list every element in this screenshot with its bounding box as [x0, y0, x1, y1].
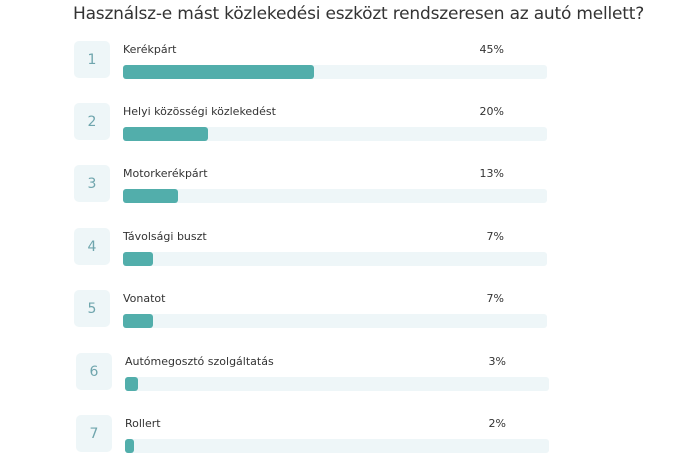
progress-fill: [125, 439, 135, 453]
progress-fill: [123, 189, 179, 203]
result-row: 6 Autómegosztó szolgáltatás 3%: [76, 353, 552, 391]
result-row: 2 Helyi közösségi közlekedést 20%: [74, 103, 550, 141]
progress-track: [123, 127, 547, 141]
survey-question-title: Használsz-e mást közlekedési eszközt ren…: [73, 4, 645, 24]
option-label: Távolsági buszt: [123, 230, 207, 243]
rank-badge: 6: [76, 353, 112, 390]
result-row: 1 Kerékpárt 45%: [74, 41, 550, 79]
percent-value: 13%: [479, 167, 504, 180]
result-row: 4 Távolsági buszt 7%: [74, 228, 550, 266]
percent-value: 20%: [479, 105, 504, 118]
progress-track: [125, 439, 549, 453]
result-row: 5 Vonatot 7%: [74, 290, 550, 328]
rank-badge: 2: [74, 103, 110, 140]
rank-badge: 5: [74, 290, 110, 327]
rank-badge: 7: [76, 415, 112, 452]
progress-track: [123, 252, 547, 266]
percent-value: 7%: [486, 230, 504, 243]
result-row: 7 Rollert 2%: [76, 415, 552, 453]
option-label: Autómegosztó szolgáltatás: [125, 355, 274, 368]
progress-track: [123, 314, 547, 328]
rank-badge: 4: [74, 228, 110, 265]
percent-value: 45%: [479, 43, 504, 56]
option-label: Motorkerékpárt: [123, 167, 208, 180]
rank-badge: 1: [74, 41, 110, 78]
rank-badge: 3: [74, 165, 110, 202]
result-row: 3 Motorkerékpárt 13%: [74, 165, 550, 203]
progress-fill: [123, 127, 208, 141]
progress-track: [125, 377, 549, 391]
progress-track: [123, 65, 547, 79]
progress-track: [123, 189, 547, 203]
percent-value: 3%: [488, 355, 506, 368]
percent-value: 7%: [486, 292, 504, 305]
progress-fill: [123, 252, 153, 266]
progress-fill: [123, 314, 153, 328]
progress-fill: [123, 65, 314, 79]
option-label: Kerékpárt: [123, 43, 177, 56]
option-label: Vonatot: [123, 292, 166, 305]
option-label: Rollert: [125, 417, 161, 430]
percent-value: 2%: [488, 417, 506, 430]
progress-fill: [125, 377, 138, 391]
option-label: Helyi közösségi közlekedést: [123, 105, 276, 118]
